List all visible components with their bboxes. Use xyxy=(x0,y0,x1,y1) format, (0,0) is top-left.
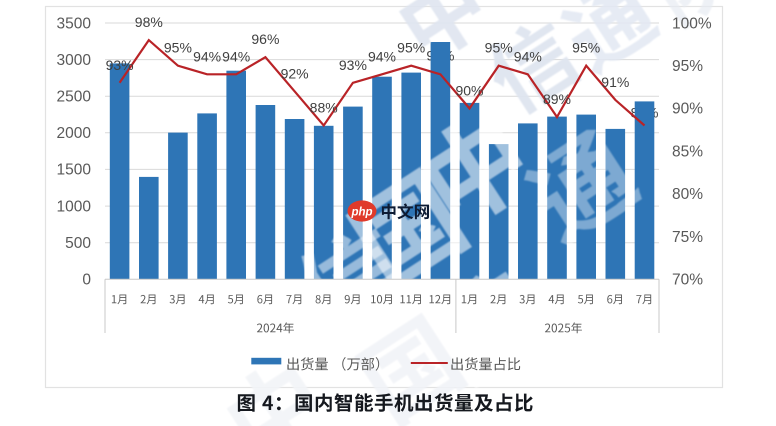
svg-text:96%: 96% xyxy=(251,31,279,47)
svg-text:94%: 94% xyxy=(193,48,221,64)
svg-text:500: 500 xyxy=(65,235,91,252)
svg-text:94%: 94% xyxy=(368,48,396,64)
svg-text:95%: 95% xyxy=(572,40,600,56)
svg-text:3500: 3500 xyxy=(57,15,92,32)
svg-text:1500: 1500 xyxy=(57,162,92,179)
svg-text:0: 0 xyxy=(82,272,91,289)
svg-text:2000: 2000 xyxy=(57,125,92,142)
svg-text:95%: 95% xyxy=(397,40,425,56)
svg-text:94%: 94% xyxy=(222,48,250,64)
svg-text:70%: 70% xyxy=(672,272,703,289)
svg-text:94%: 94% xyxy=(514,48,542,64)
svg-text:88%: 88% xyxy=(310,100,338,116)
svg-text:95%: 95% xyxy=(485,40,513,56)
svg-text:php: php xyxy=(350,207,372,219)
svg-text:85%: 85% xyxy=(672,144,703,161)
svg-text:91%: 91% xyxy=(601,74,629,90)
svg-text:93%: 93% xyxy=(339,57,367,73)
svg-text:98%: 98% xyxy=(135,14,163,30)
svg-text:2500: 2500 xyxy=(57,89,92,106)
svg-text:3000: 3000 xyxy=(57,52,92,69)
svg-text:80%: 80% xyxy=(672,186,703,203)
svg-text:90%: 90% xyxy=(455,82,483,98)
svg-text:89%: 89% xyxy=(543,91,571,107)
svg-text:90%: 90% xyxy=(672,101,703,118)
svg-text:75%: 75% xyxy=(672,229,703,246)
svg-text:95%: 95% xyxy=(672,58,703,75)
svg-text:92%: 92% xyxy=(281,65,309,81)
svg-text:100%: 100% xyxy=(672,15,712,32)
svg-text:95%: 95% xyxy=(164,40,192,56)
svg-text:93%: 93% xyxy=(106,57,134,73)
svg-text:1000: 1000 xyxy=(57,198,92,215)
